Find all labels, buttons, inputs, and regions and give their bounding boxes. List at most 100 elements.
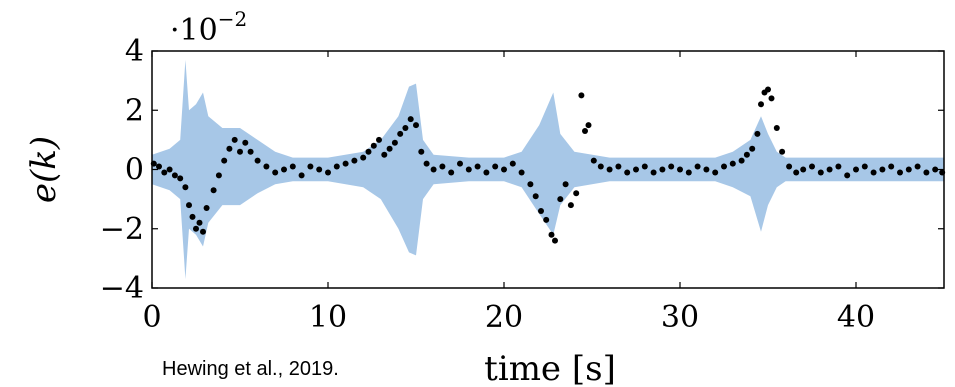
uncertainty-band	[152, 59, 944, 280]
data-point	[585, 122, 592, 129]
data-point	[418, 148, 425, 155]
data-point	[370, 142, 377, 149]
data-point	[171, 172, 178, 179]
data-point	[263, 163, 270, 170]
data-point	[888, 163, 895, 170]
data-point	[773, 125, 780, 131]
data-point	[226, 145, 233, 152]
y-scale-exponent: −2	[218, 7, 247, 31]
data-point	[397, 130, 404, 137]
data-point	[407, 116, 414, 123]
x-tick-label: 30	[661, 300, 699, 335]
data-point	[712, 169, 719, 176]
data-point	[861, 163, 868, 170]
data-point	[430, 166, 437, 173]
data-point	[809, 163, 815, 170]
data-point	[582, 128, 588, 134]
data-point	[615, 163, 622, 170]
data-point	[186, 202, 192, 209]
data-point	[729, 160, 736, 167]
y-scale-annotation: ·10−2	[170, 7, 247, 48]
data-point	[650, 169, 657, 176]
x-tick-label: 0	[142, 300, 161, 335]
data-point	[237, 148, 243, 155]
data-point	[567, 202, 574, 209]
data-point	[351, 157, 358, 164]
axis-ticks	[151, 50, 944, 289]
data-point	[457, 160, 463, 167]
data-point	[754, 130, 761, 137]
data-point	[200, 228, 206, 235]
data-point	[333, 163, 340, 170]
data-point	[365, 148, 372, 155]
data-point	[800, 166, 807, 173]
data-points-layer	[150, 86, 946, 244]
data-point	[749, 145, 756, 152]
data-point	[196, 219, 203, 226]
data-point	[659, 166, 666, 173]
data-point	[532, 193, 539, 200]
data-point	[402, 125, 409, 131]
y-scale-base: ·10	[170, 13, 218, 48]
data-point	[853, 166, 859, 173]
data-point	[573, 190, 580, 197]
data-point	[325, 169, 331, 176]
data-point	[786, 163, 793, 170]
x-tick-label: 20	[485, 300, 523, 335]
data-point	[765, 86, 771, 93]
data-point	[897, 169, 903, 176]
data-point	[231, 136, 238, 143]
data-point	[298, 172, 305, 179]
data-point	[641, 163, 648, 170]
data-point	[914, 163, 921, 170]
data-point	[166, 166, 173, 173]
data-point	[272, 169, 279, 176]
y-axis-label: e(k)	[24, 136, 64, 203]
data-point	[189, 213, 196, 220]
data-point	[597, 163, 604, 170]
data-point	[826, 166, 833, 173]
data-point	[182, 184, 189, 191]
data-point	[923, 169, 930, 176]
data-point	[391, 139, 398, 146]
data-point	[307, 163, 314, 170]
data-point	[247, 148, 254, 155]
data-point	[527, 181, 534, 188]
x-tick-label: 40	[837, 300, 875, 335]
y-tick-label: 0	[125, 153, 144, 188]
data-point	[552, 237, 558, 244]
y-tick-label: −4	[100, 271, 144, 306]
data-point	[381, 151, 388, 158]
data-point	[413, 122, 419, 129]
x-tick-labels: 0 10 20 30 40	[142, 300, 875, 335]
data-point	[281, 166, 287, 173]
data-point	[215, 172, 222, 179]
data-point	[316, 166, 323, 173]
data-point	[578, 92, 585, 99]
data-point	[210, 187, 217, 194]
data-point	[492, 163, 499, 170]
data-point	[817, 169, 824, 176]
data-point	[423, 160, 430, 167]
y-tick-labels: −4 −2 0 2 4	[100, 34, 144, 306]
data-point	[905, 166, 912, 173]
data-point	[254, 157, 261, 164]
data-point	[518, 169, 525, 176]
data-point	[548, 231, 555, 238]
data-point	[474, 163, 481, 170]
data-point	[870, 169, 877, 176]
data-point	[342, 160, 349, 167]
data-point	[624, 169, 631, 176]
data-point	[538, 208, 544, 214]
data-point	[242, 139, 249, 146]
data-point	[758, 101, 764, 108]
data-point	[633, 166, 639, 173]
data-point	[177, 175, 184, 182]
data-point	[562, 181, 569, 188]
data-point	[779, 148, 786, 155]
data-point	[590, 157, 597, 164]
data-point	[668, 163, 675, 170]
data-point	[465, 166, 472, 173]
data-point	[376, 136, 382, 143]
